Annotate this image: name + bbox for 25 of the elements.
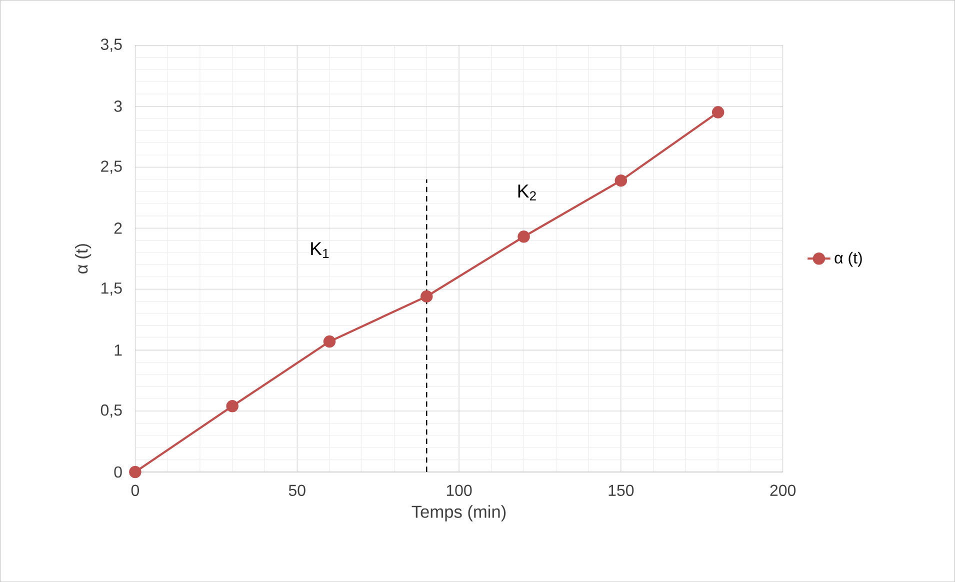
point	[518, 230, 530, 243]
x-tick-label: 100	[446, 484, 472, 496]
x-tick-label: 0	[131, 484, 140, 496]
x-tick-label: 50	[288, 484, 306, 496]
x-axis-title: Temps (min)	[412, 505, 506, 522]
y-tick-label: 1,5	[101, 282, 122, 296]
y-tick-label: 1	[114, 344, 122, 356]
point	[226, 400, 238, 412]
y-tick-label: 3	[114, 100, 122, 112]
point	[420, 290, 433, 302]
point	[323, 335, 336, 348]
point	[614, 174, 628, 187]
y-axis-title: α (t)	[74, 244, 92, 274]
y-tick-label: 2,5	[101, 160, 122, 174]
annotation: K$_{1}$	[311, 242, 329, 258]
x-tick-label: 200	[770, 484, 796, 496]
y-tick-label: 0	[114, 466, 122, 478]
legend-label: α (t)	[834, 252, 862, 267]
annotation: K$_{2}$	[518, 184, 536, 200]
y-tick-label: 2	[114, 222, 122, 234]
x-tick-label: 150	[608, 484, 634, 496]
y-tick-label: 0,5	[100, 404, 122, 418]
point	[129, 466, 142, 478]
y-tick-label: 3,5	[100, 38, 122, 52]
point	[712, 106, 724, 118]
